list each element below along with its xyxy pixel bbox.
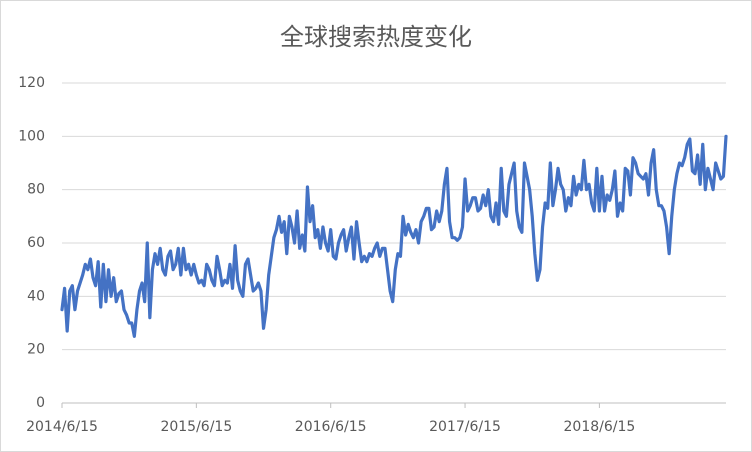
data-line xyxy=(60,134,728,338)
y-tick-label: 0 xyxy=(36,395,45,411)
chart-title: 全球搜索热度变化 xyxy=(280,23,472,51)
x-tick-label: 2014/6/15 xyxy=(26,419,98,435)
y-tick-label: 60 xyxy=(27,235,45,251)
y-tick-label: 80 xyxy=(27,182,45,198)
y-tick-label: 100 xyxy=(18,128,45,144)
x-tick-label: 2018/6/15 xyxy=(564,419,636,435)
x-tick-label: 2015/6/15 xyxy=(160,419,232,435)
y-tick-label: 40 xyxy=(27,288,45,304)
x-tick-label: 2017/6/15 xyxy=(429,419,501,435)
x-tick-label: 2016/6/15 xyxy=(295,419,367,435)
y-tick-label: 20 xyxy=(27,342,45,358)
y-tick-label: 120 xyxy=(18,75,45,91)
